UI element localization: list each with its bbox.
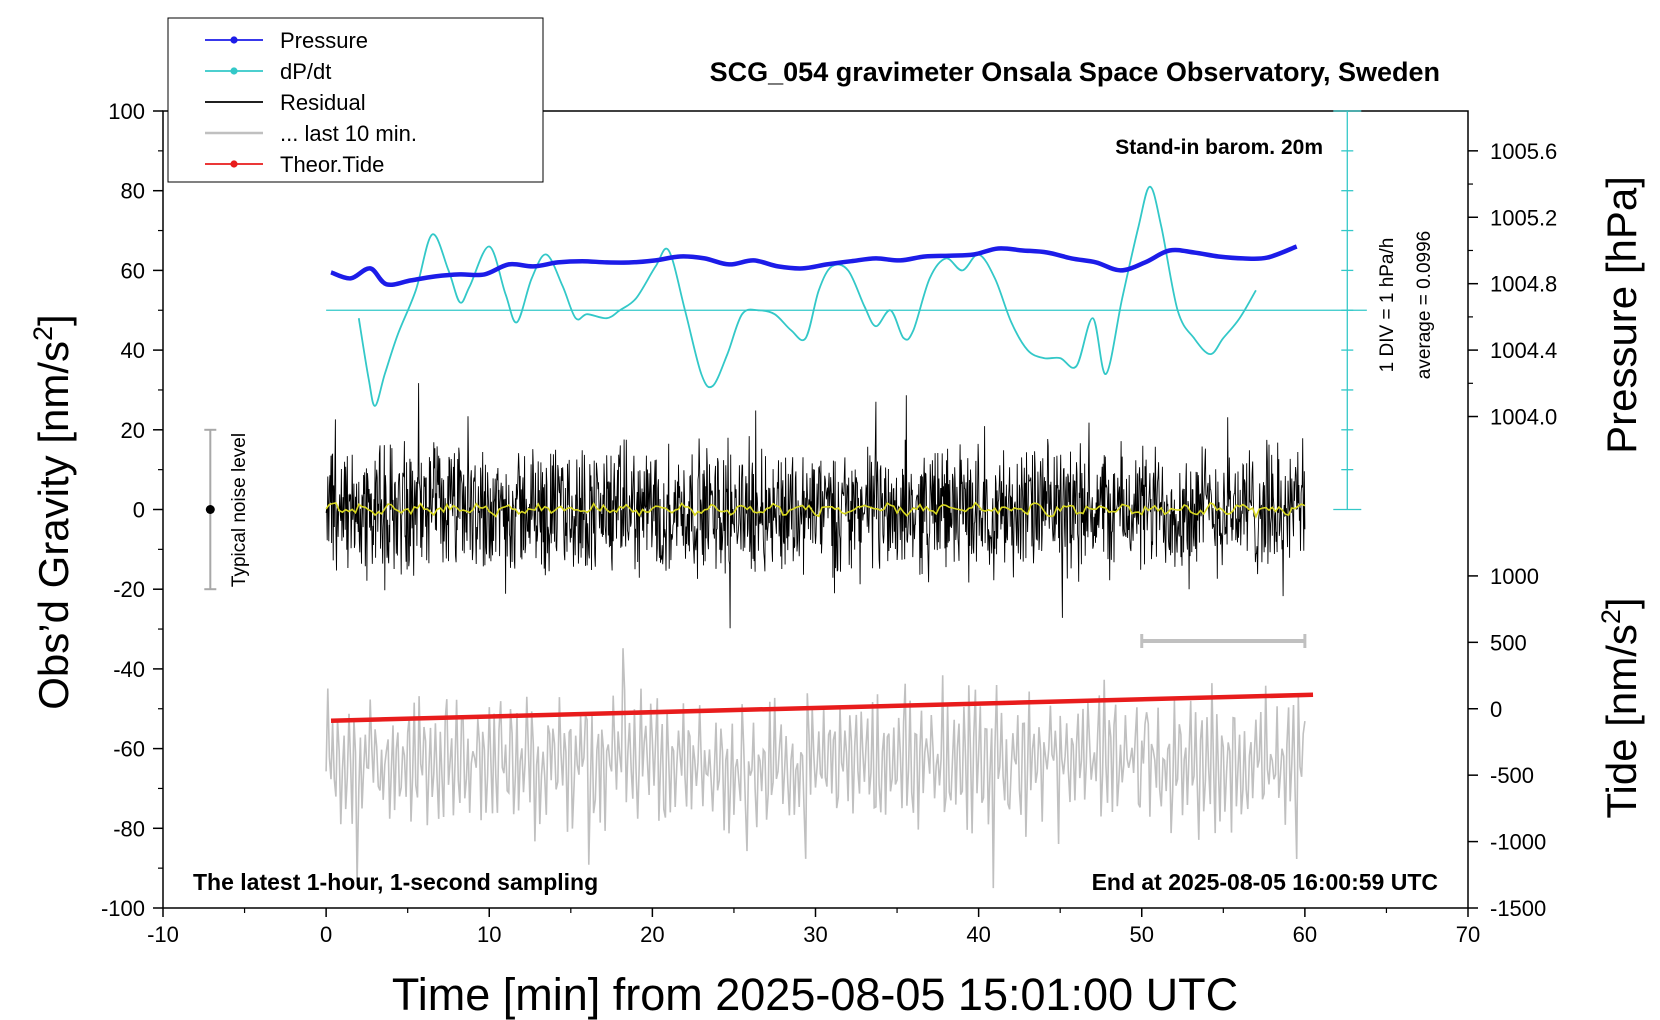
y-tick-label: 20	[121, 418, 145, 443]
legend-items: Pressure dP/dt Residual ... last 10 min. The…	[205, 28, 417, 177]
latest-note: The latest 1-hour, 1-second sampling	[193, 869, 598, 895]
noise-level-point	[205, 505, 215, 514]
legend-label-1: dP/dt	[280, 59, 331, 84]
noise-level-label: Typical noise level	[229, 433, 250, 587]
legend-label-4: Theor.Tide	[280, 152, 384, 177]
chart-title: SCG_054 gravimeter Onsala Space Observat…	[710, 57, 1440, 87]
pressure-tick-label: 1005.6	[1490, 139, 1557, 164]
y-tick-label: -60	[113, 737, 145, 762]
x-tick-label: 20	[640, 922, 664, 947]
y-tick-label: -40	[113, 657, 145, 682]
x-tick-label: 30	[803, 922, 827, 947]
y-tick-label: 0	[133, 498, 145, 523]
tide-axis-label-sup: 2	[1596, 609, 1626, 624]
legend-marker-4	[230, 160, 238, 168]
left-axis-label: Obs’d Gravity [nm/s2]	[28, 314, 77, 709]
x-tick-label: 0	[320, 922, 332, 947]
x-tick-label: 70	[1456, 922, 1480, 947]
pressure-axis-label: Pressure [hPa]	[1598, 176, 1645, 454]
y-tick-label: -100	[101, 896, 145, 921]
div-note: 1 DIV = 1 hPa/h	[1377, 238, 1398, 373]
pressure-tick-label: 1004.0	[1490, 405, 1557, 430]
left-axis-label-tail: ]	[30, 314, 77, 326]
x-tick-label: 10	[477, 922, 501, 947]
series-layer	[204, 110, 1367, 889]
tide-tick-label: 0	[1490, 697, 1502, 722]
average-note: average = 0.0996	[1414, 231, 1435, 379]
series-dpdt-line	[357, 185, 1257, 407]
x-tick-label: 50	[1130, 922, 1154, 947]
series-residual-smoothed-line	[325, 501, 1306, 519]
pressure-tick-label: 1004.8	[1490, 272, 1557, 297]
series-pressure-line	[330, 244, 1298, 288]
tide-tick-label: -1000	[1490, 830, 1546, 855]
y-tick-label: 60	[121, 258, 145, 283]
y-tick-label: -20	[113, 577, 145, 602]
barometer-note: Stand-in barom. 20m	[1115, 136, 1323, 159]
series-tide-line	[330, 692, 1314, 723]
legend-label-0: Pressure	[280, 28, 368, 53]
tide-axis-label-main: Tide [nm/s	[1598, 624, 1645, 819]
y-tick-label: -80	[113, 816, 145, 841]
tide-tick-label: -1500	[1490, 896, 1546, 921]
x-tick-label: 40	[966, 922, 990, 947]
y-tick-label: 100	[108, 99, 145, 124]
tide-axis-label: Tide [nm/s2]	[1596, 597, 1645, 818]
x-axis-label: Time [min] from 2025-08-05 15:01:00 UTC	[392, 969, 1238, 1020]
series-residual-line	[325, 383, 1306, 629]
axes-layer: -10 0 10 20 30 40 50 60 70100806040200-20-40-60-…	[101, 99, 1557, 947]
legend-marker-1	[230, 67, 238, 75]
series-last10-line	[325, 648, 1306, 889]
legend: Pressure dP/dt Residual ... last 10 min. The…	[167, 17, 544, 183]
tide-axis-label-tail: ]	[1598, 597, 1645, 609]
pressure-tick-label: 1004.4	[1490, 338, 1557, 363]
y-tick-label: 40	[121, 338, 145, 363]
x-tick-label: -10	[147, 922, 179, 947]
legend-marker-0	[230, 36, 238, 44]
x-tick-label: 60	[1293, 922, 1317, 947]
left-axis-label-sup: 2	[28, 326, 58, 341]
legend-label-2: Residual	[280, 90, 366, 115]
tide-tick-label: 500	[1490, 630, 1527, 655]
tide-tick-label: 1000	[1490, 564, 1539, 589]
y-tick-label: 80	[121, 179, 145, 204]
left-axis-label-main: Obs’d Gravity [nm/s	[30, 341, 77, 710]
legend-box	[167, 17, 544, 183]
pressure-tick-label: 1005.2	[1490, 205, 1557, 230]
end-time-note: End at 2025-08-05 16:00:59 UTC	[1092, 869, 1438, 895]
tide-tick-label: -500	[1490, 763, 1534, 788]
legend-label-3: ... last 10 min.	[280, 121, 417, 146]
